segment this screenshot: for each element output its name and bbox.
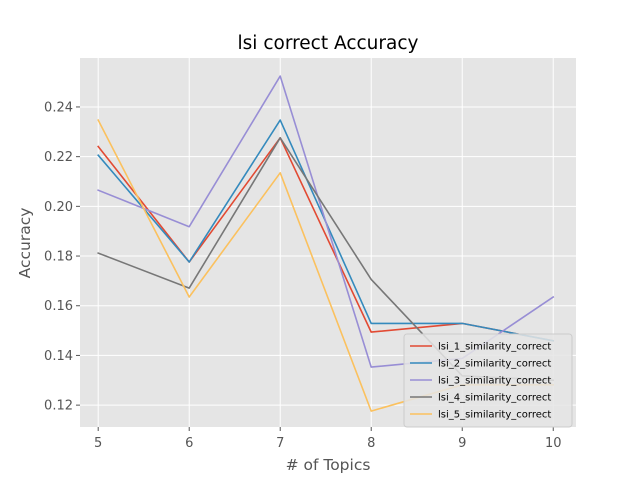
legend-label: lsi_3_similarity_correct <box>438 376 551 387</box>
x-tick-label: 7 <box>276 436 284 451</box>
y-tick-label: 0.12 <box>44 399 73 414</box>
y-tick-label: 0.16 <box>44 299 73 314</box>
y-axis-title: Accuracy <box>16 208 34 279</box>
x-tick-label: 6 <box>185 436 193 451</box>
legend-label: lsi_2_similarity_correct <box>438 359 551 370</box>
legend-label: lsi_5_similarity_correct <box>438 410 551 421</box>
x-tick-label: 8 <box>367 436 375 451</box>
y-tick-label: 0.20 <box>44 200 73 215</box>
x-tick-label: 9 <box>458 436 466 451</box>
y-tick-label: 0.24 <box>44 100 73 115</box>
chart-title: lsi correct Accuracy <box>238 33 419 54</box>
y-axis-ticks: 0.12 0.14 0.16 0.18 0.20 0.22 0.24 <box>44 100 80 414</box>
x-axis-title: # of Topics <box>286 456 371 474</box>
x-axis-ticks: 5 6 7 8 9 10 <box>94 427 562 451</box>
y-tick-label: 0.22 <box>44 150 73 165</box>
legend-label: lsi_1_similarity_correct <box>438 342 551 353</box>
legend-label: lsi_4_similarity_correct <box>438 393 551 404</box>
legend-box <box>403 333 573 428</box>
y-tick-label: 0.18 <box>44 250 73 265</box>
y-tick-label: 0.14 <box>44 349 73 364</box>
x-tick-label: 10 <box>545 436 562 451</box>
x-tick-label: 5 <box>94 436 102 451</box>
legend: lsi_1_similarity_correct lsi_2_similarity… <box>403 333 573 428</box>
